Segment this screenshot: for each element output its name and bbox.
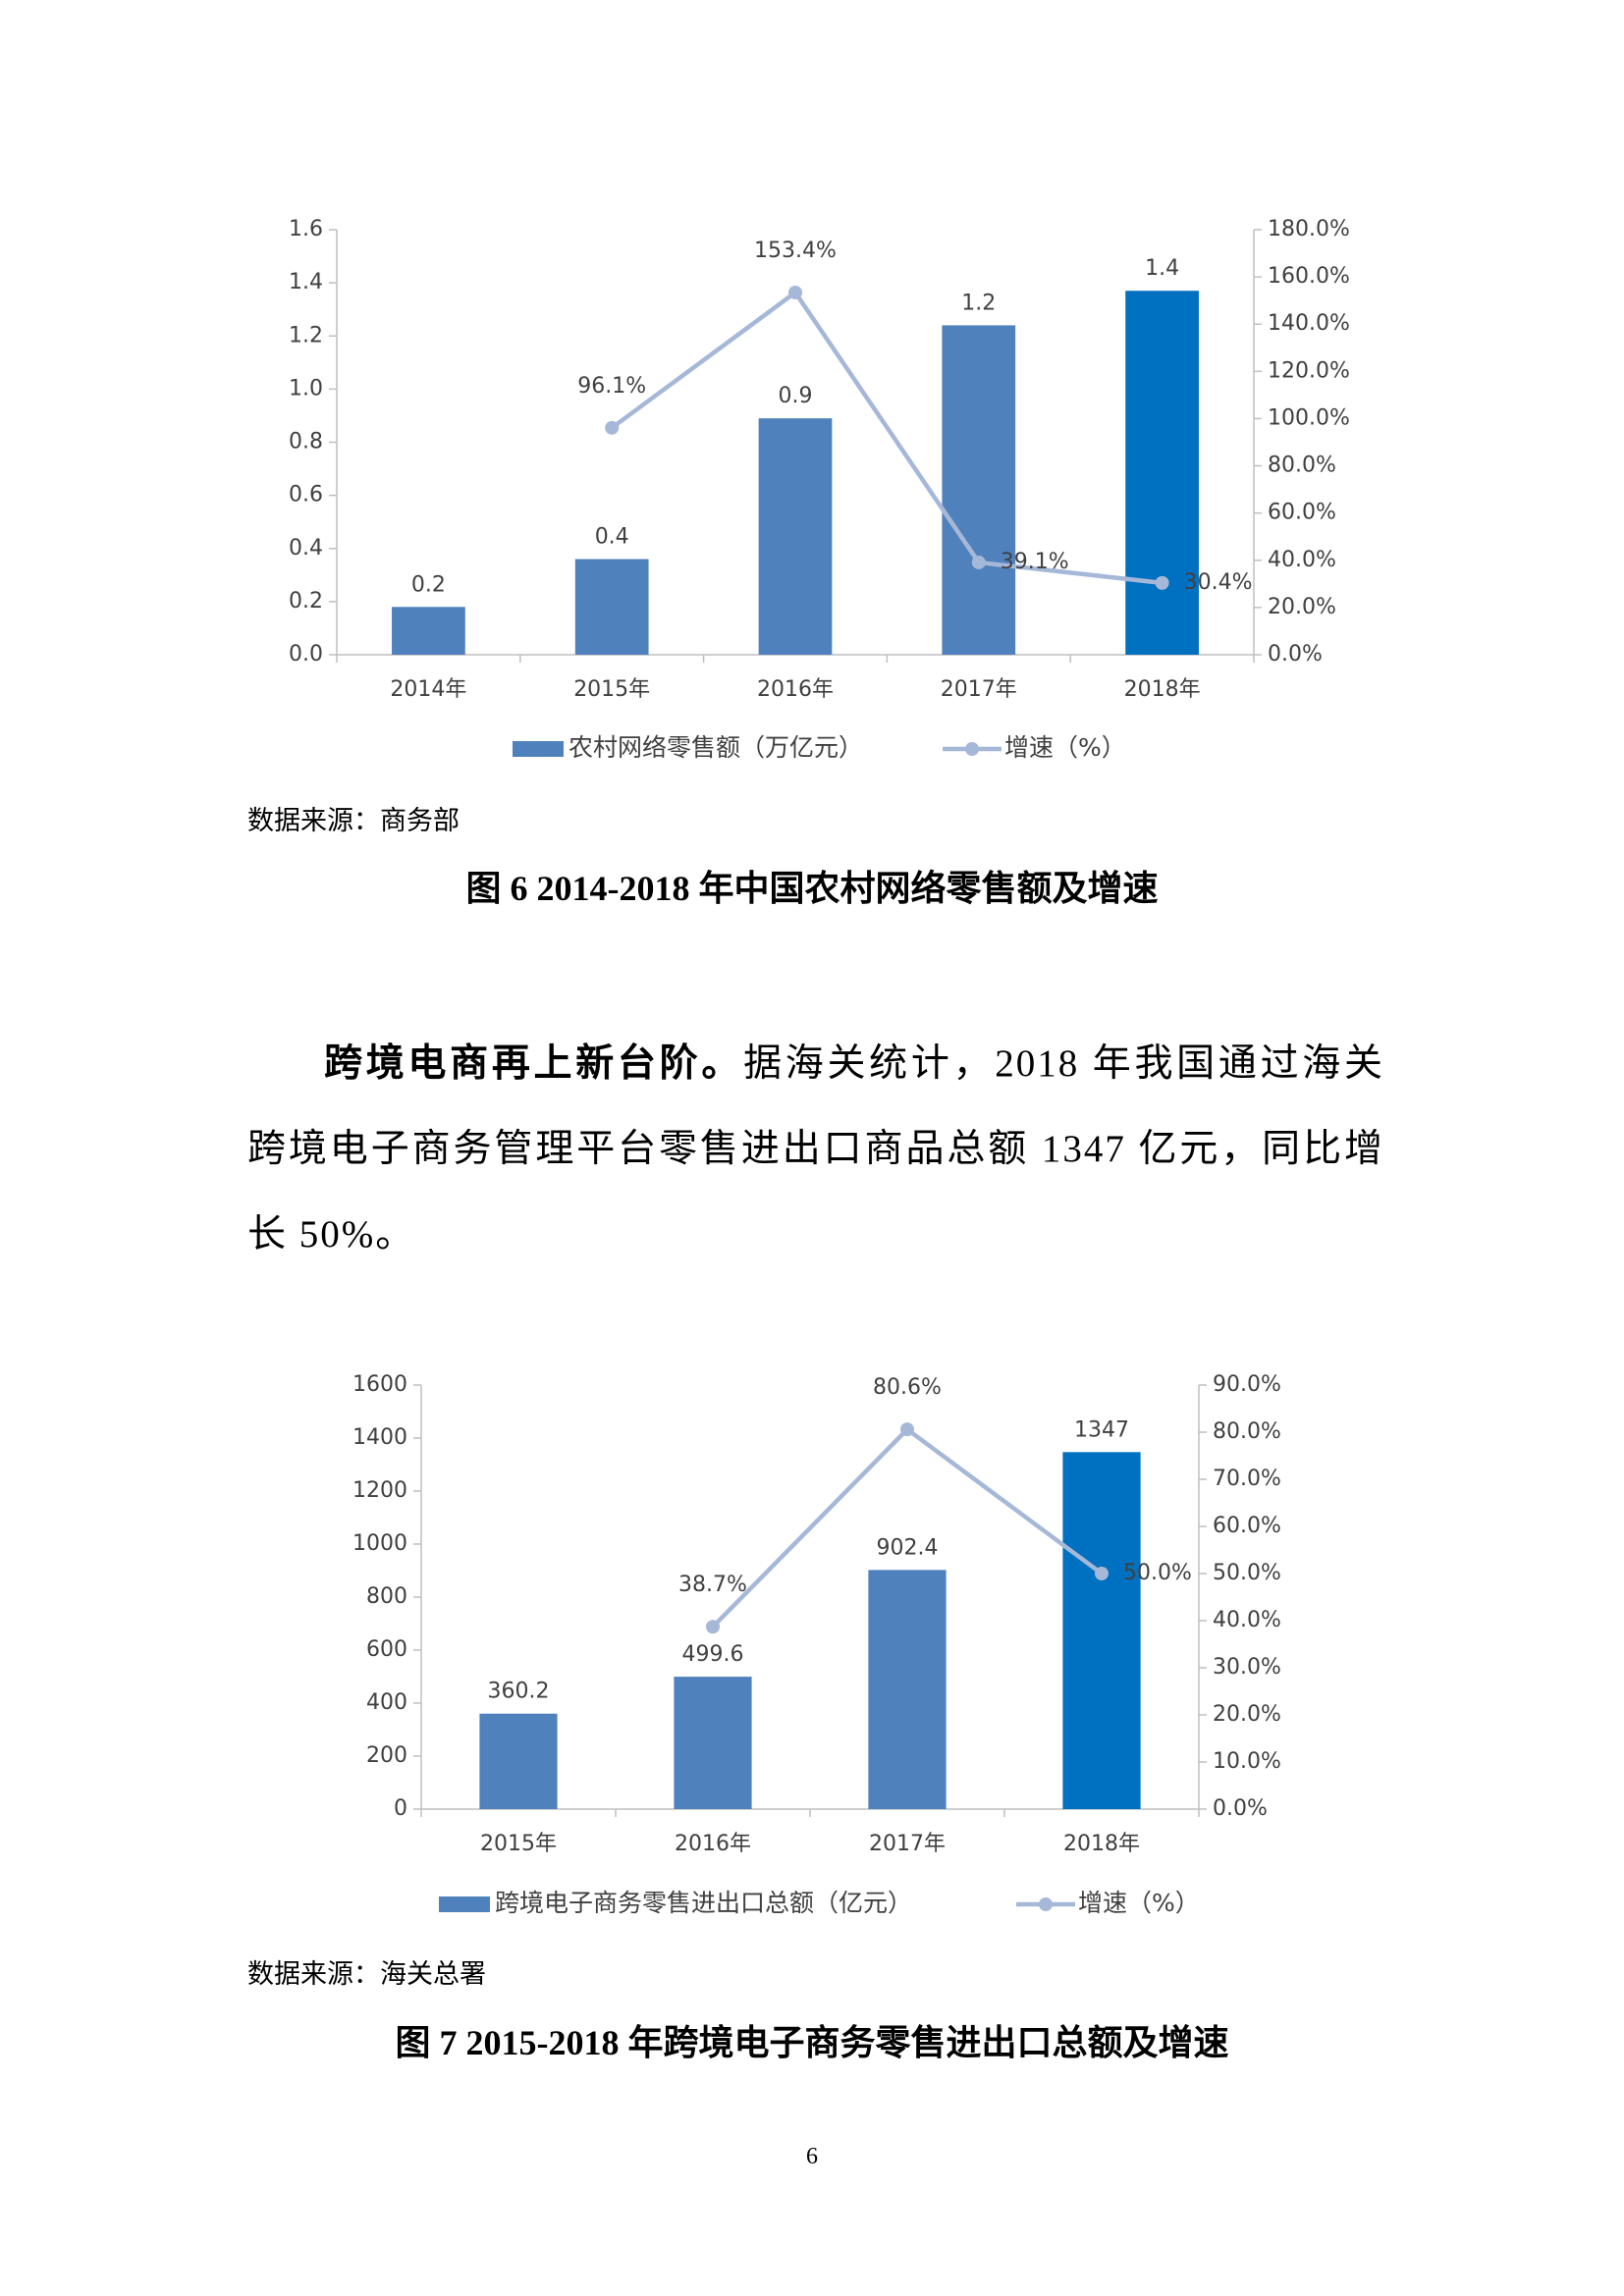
bar [1062, 1452, 1141, 1809]
x-tick-label: 2016年 [757, 677, 834, 702]
paragraph-lead: 跨境电商再上新台阶。 [324, 1042, 744, 1085]
y-tick-label: 1600 [352, 1372, 407, 1397]
y-tick-label: 0.0 [289, 642, 323, 667]
page-number: 6 [806, 2144, 818, 2169]
y2-tick-label: 0.0% [1268, 642, 1323, 667]
y-tick-label: 0.6 [289, 483, 323, 507]
legend-label: 农村网络零售额（万亿元） [568, 733, 863, 762]
bar-value-label: 360.2 [488, 1680, 550, 1704]
legend-swatch [513, 741, 564, 757]
y-tick-label: 1.0 [289, 376, 323, 400]
y2-tick-label: 50.0% [1213, 1561, 1281, 1585]
line-point [1095, 1567, 1109, 1580]
y-tick-label: 200 [366, 1743, 407, 1768]
line-value-label: 153.4% [754, 239, 837, 263]
y-tick-label: 0.8 [289, 430, 323, 454]
bar-value-label: 1.2 [961, 291, 996, 315]
paragraph-text: 据海关统计，2018 年我国通过海关跨境电子商务管理平台零售进出口商品总额 13… [247, 1042, 1384, 1255]
y-tick-label: 0.4 [289, 536, 323, 561]
bar [868, 1570, 947, 1809]
line-point [788, 285, 802, 299]
bar [674, 1677, 752, 1809]
y2-tick-label: 140.0% [1268, 311, 1350, 336]
line-point [706, 1620, 720, 1634]
bar [574, 559, 649, 655]
y-tick-label: 0 [394, 1796, 407, 1821]
bar-value-label: 0.4 [595, 525, 629, 550]
paragraph: 跨境电商再上新台阶。据海关统计，2018 年我国通过海关跨境电子商务管理平台零售… [247, 1021, 1384, 1277]
line-value-label: 30.4% [1184, 570, 1253, 595]
y2-tick-label: 10.0% [1213, 1749, 1281, 1774]
bar-value-label: 1347 [1074, 1417, 1129, 1442]
legend-label: 增速（%） [1078, 1889, 1200, 1917]
x-tick-label: 2016年 [675, 1832, 751, 1856]
source-note: 数据来源：海关总署 [247, 1959, 486, 1989]
y-tick-label: 1.6 [289, 217, 323, 241]
bar [758, 418, 833, 655]
bar-value-label: 499.6 [682, 1642, 744, 1667]
y2-tick-label: 20.0% [1213, 1702, 1281, 1727]
y-tick-label: 1200 [352, 1478, 407, 1503]
source-note: 数据来源：商务部 [247, 806, 460, 835]
y2-tick-label: 60.0% [1213, 1514, 1281, 1538]
bar-value-label: 0.2 [411, 572, 446, 597]
y2-tick-label: 80.0% [1268, 454, 1336, 478]
y2-tick-label: 20.0% [1268, 595, 1336, 619]
y2-tick-label: 70.0% [1213, 1467, 1281, 1491]
line-value-label: 39.1% [1001, 550, 1069, 574]
y-tick-label: 0.2 [289, 589, 323, 614]
y2-tick-label: 40.0% [1213, 1608, 1281, 1632]
y2-tick-label: 120.0% [1268, 358, 1350, 383]
x-tick-label: 2015年 [573, 677, 650, 702]
bar [479, 1713, 558, 1809]
y2-tick-label: 90.0% [1213, 1372, 1281, 1397]
line-value-label: 96.1% [577, 374, 646, 399]
x-tick-label: 2015年 [480, 1832, 557, 1856]
line [610, 290, 1163, 586]
y2-tick-label: 80.0% [1213, 1419, 1281, 1444]
line-point [971, 555, 986, 569]
line-point [605, 420, 620, 435]
figure-caption: 图 6 2014-2018 年中国农村网络零售额及增速 [465, 869, 1159, 908]
x-tick-label: 2018年 [1063, 1832, 1140, 1856]
bar-value-label: 1.4 [1145, 256, 1179, 281]
line-value-label: 38.7% [678, 1573, 747, 1597]
y-tick-label: 1.4 [289, 270, 323, 294]
x-tick-label: 2014年 [390, 677, 466, 702]
line-value-label: 50.0% [1123, 1561, 1192, 1585]
y-tick-label: 1000 [352, 1531, 407, 1556]
line-point [1155, 575, 1169, 590]
x-tick-label: 2017年 [869, 1832, 946, 1856]
legend-swatch [965, 742, 979, 756]
legend-label: 跨境电子商务零售进出口总额（亿元） [495, 1889, 912, 1917]
bar [942, 325, 1016, 655]
line-value-label: 80.6% [873, 1375, 942, 1400]
y2-tick-label: 0.0% [1213, 1796, 1268, 1821]
y-tick-label: 600 [366, 1637, 407, 1662]
legend-label: 增速（%） [1004, 733, 1126, 762]
y2-tick-label: 60.0% [1268, 501, 1336, 525]
bar-value-label: 0.9 [779, 384, 813, 408]
y2-tick-label: 100.0% [1268, 405, 1350, 430]
y2-tick-label: 160.0% [1268, 264, 1350, 289]
bar [1125, 291, 1199, 655]
bar [392, 607, 465, 655]
legend-swatch [439, 1896, 490, 1912]
y-tick-label: 1400 [352, 1425, 407, 1450]
figure-caption: 图 7 2015-2018 年跨境电子商务零售进出口总额及增速 [395, 2023, 1229, 2062]
y-tick-label: 800 [366, 1584, 407, 1609]
y2-tick-label: 30.0% [1213, 1655, 1281, 1680]
line-point [900, 1422, 914, 1437]
x-tick-label: 2017年 [941, 677, 1017, 702]
y-tick-label: 400 [366, 1690, 407, 1715]
y2-tick-label: 40.0% [1268, 548, 1336, 572]
bar-value-label: 902.4 [877, 1535, 939, 1560]
x-tick-label: 2018年 [1124, 677, 1201, 702]
y-tick-label: 1.2 [289, 323, 323, 347]
y2-tick-label: 180.0% [1268, 217, 1350, 241]
legend-swatch [1039, 1897, 1053, 1911]
